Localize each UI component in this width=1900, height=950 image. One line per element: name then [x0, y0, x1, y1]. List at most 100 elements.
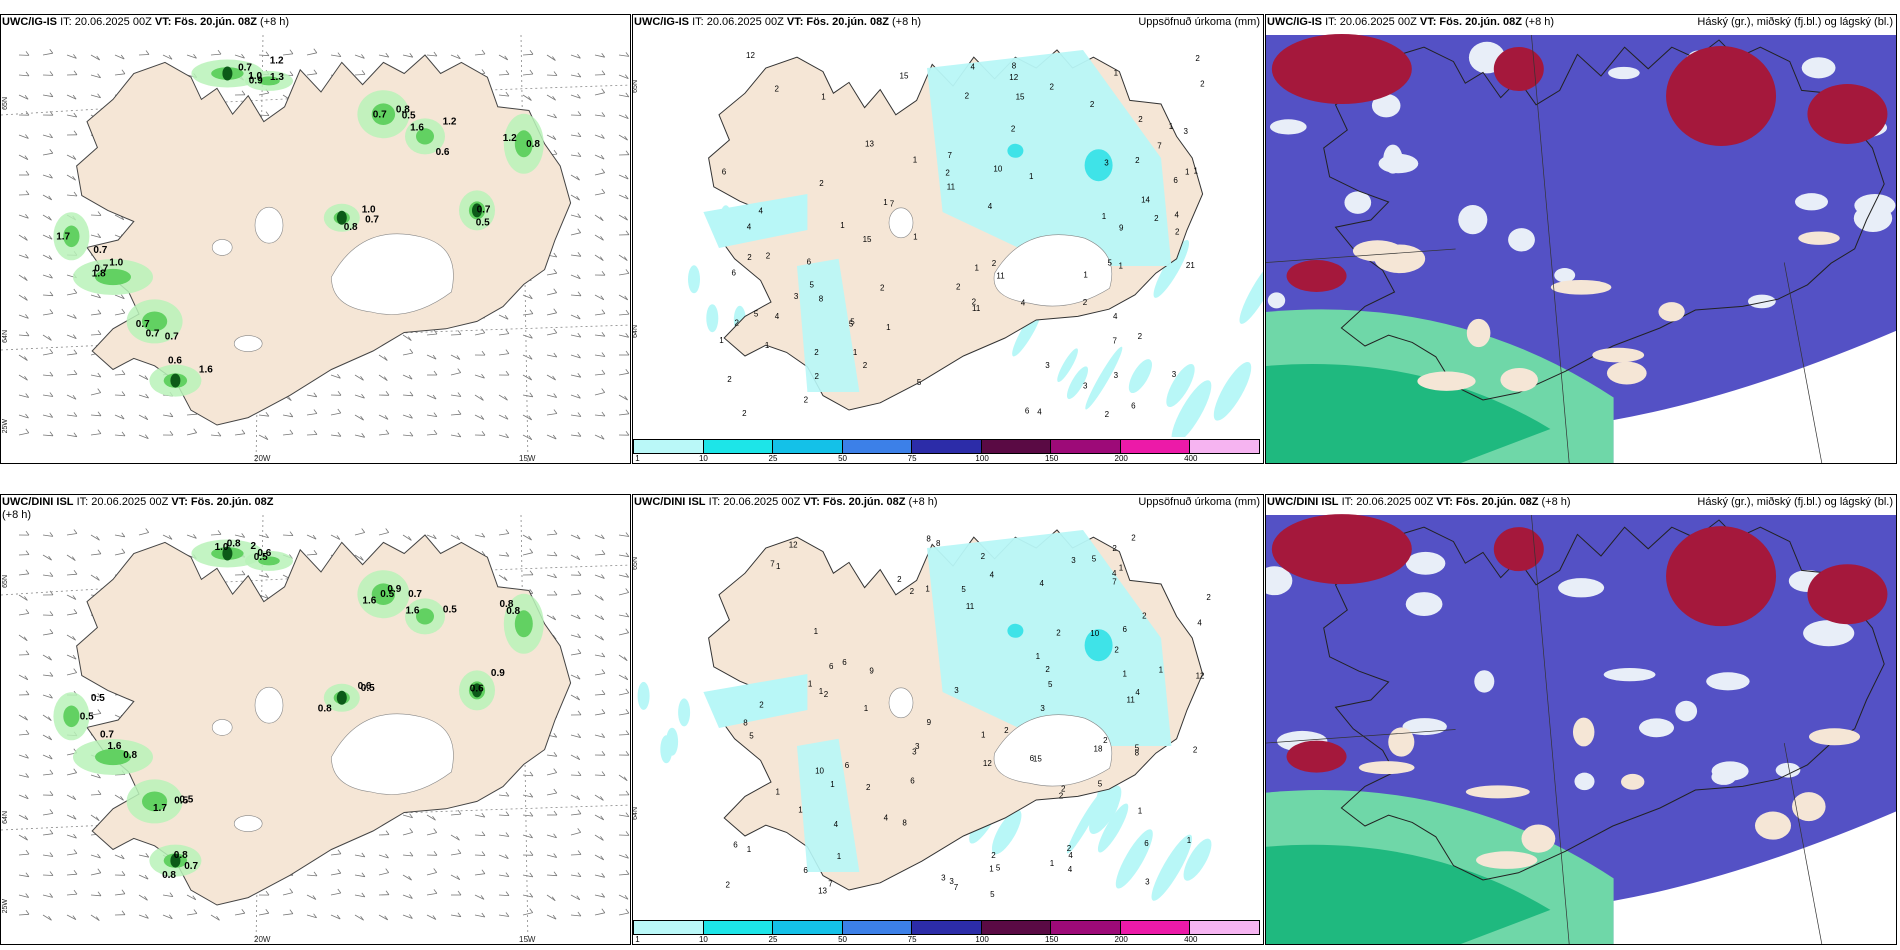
wind-barb [474, 873, 485, 876]
precip-value: 13 [818, 887, 827, 896]
wind-barb [42, 394, 53, 397]
legend-tick-label: 25 [768, 935, 778, 944]
precip-value: 5 [1092, 555, 1097, 564]
wind-barb-flag [576, 534, 581, 540]
wind-barb [618, 814, 629, 817]
precip-value: 4 [834, 820, 839, 829]
wind-gust-value: 1.8 [92, 269, 106, 280]
wind-barb-flag [336, 535, 341, 540]
precip-value: 2 [991, 851, 996, 860]
wind-barb [66, 353, 77, 356]
wind-barb [618, 334, 629, 338]
precip-area [703, 674, 808, 728]
wind-barb-flag [49, 693, 53, 699]
wind-barb-flag [481, 851, 486, 856]
precip-value: 3 [912, 748, 917, 757]
precip-area [927, 530, 1172, 746]
wind-barb-flag [72, 175, 76, 181]
wind-barb-flag [625, 628, 630, 633]
wind-barb [498, 554, 509, 557]
wind-barb [186, 913, 197, 916]
wind-barb-flag [505, 433, 509, 439]
wind-barb [546, 792, 557, 796]
wind-barb [570, 54, 581, 59]
wind-barb [522, 814, 533, 817]
wind-barb-flag [313, 430, 318, 435]
wind-barb-flag [313, 913, 317, 918]
wind-barb-flag [265, 533, 269, 538]
wind-barb-flag [383, 356, 388, 361]
wind-barb-flag [264, 435, 269, 440]
wind-barb [42, 152, 53, 156]
wind-barb-flag [49, 809, 54, 814]
high-cloud-area [1286, 740, 1347, 773]
wind-barb-flag [625, 709, 630, 714]
wind-barb [426, 893, 437, 896]
wind-barb [18, 294, 28, 301]
wind-barb-flag [97, 309, 102, 314]
wind-barb [18, 334, 30, 337]
lat-label-25w: 25W [2, 419, 9, 434]
wind-barb-flag [601, 112, 606, 117]
wind-barb [114, 414, 125, 420]
wind-barb-flag [480, 396, 484, 401]
wind-barb [570, 694, 580, 701]
wind-barb [42, 813, 53, 816]
precip-value: 1 [853, 348, 858, 357]
wind-barb [378, 433, 389, 436]
wind-barb [594, 912, 605, 916]
precip-value: 2 [804, 396, 809, 405]
wind-barb-flag [289, 412, 294, 418]
wind-barb-flag [625, 92, 630, 98]
wind-barb [618, 134, 628, 141]
wind-barb [450, 834, 460, 841]
wind-barb-flag [599, 216, 604, 221]
wind-barb-flag [601, 70, 606, 75]
wind-barb-flag [49, 309, 54, 314]
wind-barb-flag [529, 548, 534, 553]
wind-barb-flag [600, 154, 605, 160]
wind-barb-flag [407, 336, 412, 341]
wind-barb [90, 534, 100, 541]
wind-barb-flag [577, 850, 582, 855]
precip-value: 2 [1067, 844, 1072, 853]
wind-barb-flag [553, 788, 558, 794]
wind-barb-flag [361, 528, 366, 533]
panel-wind-dini: UWC/DINI ISL IT: 20.06.2025 00Z VT: Fös.… [0, 494, 631, 945]
wind-barb [474, 914, 485, 918]
wind-barb-flag [289, 71, 294, 76]
wind-barb-flag [265, 908, 270, 914]
wind-barb-flag [481, 373, 485, 379]
wind-barb-flag [505, 91, 510, 97]
clear-sky-area [1613, 330, 1896, 463]
wind-barb [18, 214, 29, 219]
wind-barb [498, 353, 509, 356]
wind-barb-flag [97, 211, 102, 216]
clear-sky-area [1775, 762, 1801, 778]
wind-barb-flag [361, 872, 366, 877]
wind-barb-flag [529, 392, 534, 398]
wind-barb [546, 854, 557, 858]
wind-barb [594, 693, 606, 696]
wind-barb [570, 434, 581, 437]
precip-value: 1 [830, 780, 835, 789]
wind-barb-flag [97, 868, 102, 874]
wind-barb [522, 414, 532, 421]
wind-barb [522, 394, 533, 398]
precip-value: 2 [981, 552, 986, 561]
wind-barb-flag [433, 429, 438, 435]
wind-barb [138, 434, 149, 439]
wind-barb-flag [625, 269, 630, 274]
wind-barb [66, 434, 77, 438]
wind-barb-flag [576, 795, 581, 800]
wind-barb [210, 914, 220, 921]
wind-barb-flag [337, 374, 341, 379]
precip-heavy [472, 683, 482, 698]
wind-barb-flag [553, 409, 558, 414]
wind-barb [570, 414, 581, 417]
wind-barb-flag [600, 815, 605, 821]
wind-barb [354, 914, 364, 921]
wind-barb [90, 894, 102, 897]
wind-barb-flag [337, 391, 342, 396]
wind-barb [18, 674, 28, 681]
